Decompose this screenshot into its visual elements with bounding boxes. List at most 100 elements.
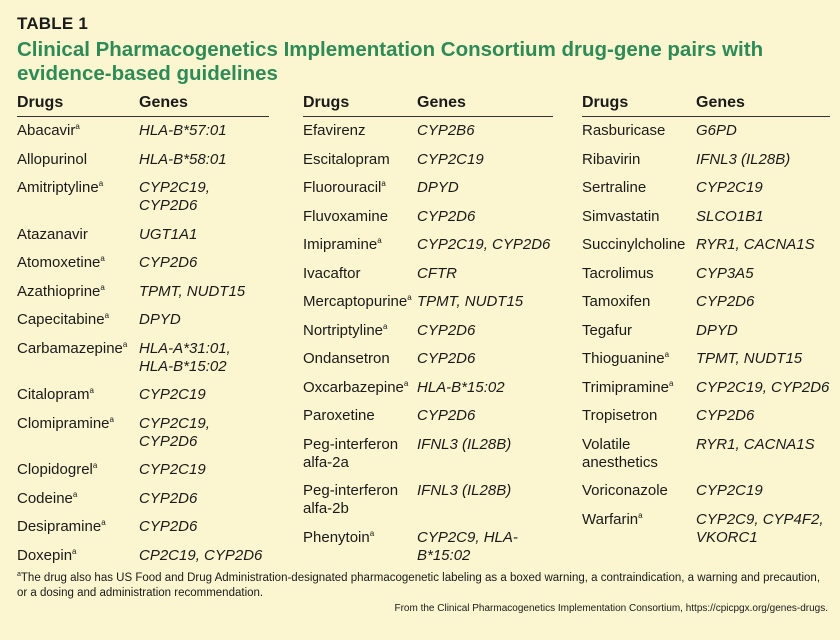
drug-name: Volatile anesthetics [582,436,696,472]
gene-text: TPMT, NUDT15 [696,350,803,367]
gene-cell: CYP3A5 [696,265,830,283]
gene-cell: CYP2C19, CYP2D6 [417,236,553,254]
gene-text: SLCO1B1 [696,207,764,225]
drug-name: Thioguaninea [582,350,696,368]
genes-header: Genes [139,94,188,111]
gene-cell: CYP2C19 [417,151,553,169]
drug-name: Ribavirin [582,151,696,169]
footnote-marker: a [101,518,106,527]
gene-cell: CYP2C19 [139,461,269,479]
gene-text: CYP2B6 [417,122,475,139]
drug-name-text: Abacavir [17,122,76,139]
gene-cell: TPMT, NUDT15 [417,293,553,311]
drug-name: Warfarina [582,511,696,547]
table-rows: Rasburicase G6PD Ribavirin IFNL3 (IL28B) Ser… [582,117,830,552]
gene-cell: TPMT, NUDT15 [139,283,269,301]
table-row: Capecitabinea DPYD [17,306,269,335]
table-row: Volatile anesthetics RYR1, CACNA1S [582,431,830,478]
table-row: Thioguaninea TPMT, NUDT15 [582,345,830,374]
gene-cell: CYP2D6 [696,293,830,311]
gene-text: CFTR [417,264,457,282]
gene-cell: IFNL3 (IL28B) [417,482,553,518]
gene-text: CYP3A5 [696,264,754,282]
gene-cell: CYP2D6 [417,322,553,340]
gene-cell: CYP2D6 [139,518,269,536]
gene-text: DPYD [417,179,459,196]
drug-name: Tamoxifen [582,293,696,311]
footnote-marker: a [109,414,114,424]
gene-cell: CYP2D6 [696,407,830,425]
gene-text: CYP2D6 [696,293,755,310]
footnote-marker: a [638,510,643,520]
gene-text: IFNL3 (IL28B) [696,150,791,168]
drug-name-text: Tegafur [582,321,633,339]
column-header: Drugs Genes [17,94,269,117]
gene-text: IFNL3 (IL28B) [417,482,512,499]
drug-name-text: Efavirenz [303,122,366,139]
drug-name-text: Amitriptyline [17,179,99,196]
drug-name-text: Tacrolimus [582,264,654,282]
drug-name: Citaloprama [17,386,139,404]
gene-text: CYP2C19, CYP2D6 [696,378,830,396]
drug-name: Peg-interferon alfa-2b [303,482,417,518]
drug-name: Tegafur [582,322,696,340]
drug-name-text: Volatile anesthetics [582,435,658,471]
table-column-2: Drugs Genes Efavirenz CYP2B6 Escitalopram C… [303,94,553,570]
gene-cell: CYP2D6 [139,490,269,508]
table-row: Phenytoina CYP2C9, HLA-B*15:02 [303,524,553,571]
gene-cell: CFTR [417,265,553,283]
gene-cell: IFNL3 (IL28B) [417,436,553,472]
column-header: Drugs Genes [303,94,553,117]
drug-name: Paroxetine [303,407,417,425]
footnote-marker: a [92,461,98,470]
gene-text: CYP2C19 [696,482,763,499]
drug-name: Nortriptylinea [303,322,417,340]
gene-cell: CYP2C19, CYP2D6 [139,179,269,215]
drug-name: Simvastatin [582,208,696,226]
footnote-marker: a [377,236,382,245]
footnote-marker: a [407,293,412,302]
drug-name: Imipraminea [303,236,417,254]
gene-cell: HLA-B*58:01 [139,151,269,169]
gene-text: HLA-B*58:01 [139,150,227,168]
drug-name: Mercaptopurinea [303,293,417,311]
drug-name-text: Paroxetine [303,407,375,424]
drug-name-text: Ondansetron [303,350,390,367]
drug-name: Phenytoina [303,529,417,565]
drug-name-text: Citalopram [17,386,90,403]
drug-name-text: Warfarin [582,510,639,528]
footnote-marker: a [100,254,105,263]
gene-cell: CYP2C19 [696,179,830,197]
drug-name: Efavirenz [303,122,417,140]
drug-name: Allopurinol [17,151,139,169]
gene-text: CYP2C19, CYP2D6 [139,179,210,214]
table-row: Tacrolimus CYP3A5 [582,260,830,289]
table-row: Clopidogrela CYP2C19 [17,456,269,485]
table-row: Fluorouracila DPYD [303,174,553,203]
footnote-marker: a [98,179,104,188]
drug-name: Azathioprinea [17,283,139,301]
table-row: Mercaptopurinea TPMT, NUDT15 [303,288,553,317]
gene-cell: DPYD [696,322,830,340]
drug-name-text: Mercaptopurine [303,293,408,310]
drug-name: Fluorouracila [303,179,417,197]
drug-name-text: Imipramine [303,236,378,253]
table-row: Trimipraminea CYP2C19, CYP2D6 [582,374,830,403]
gene-text: CYP2C19, CYP2D6 [417,236,551,253]
drug-name: Trimipraminea [582,379,696,397]
drug-name-text: Desipramine [17,518,102,535]
drug-name-text: Simvastatin [582,207,660,225]
gene-cell: CYP2C9, HLA-B*15:02 [417,529,553,565]
drug-name-text: Voriconazole [582,482,668,499]
gene-text: CYP2D6 [417,407,476,424]
drug-name-text: Oxcarbazepine [303,378,404,396]
table-title: Clinical Pharmacogenetics Implementation… [17,38,764,85]
drug-name: Doxepina [17,547,139,565]
table-row: Tropisetron CYP2D6 [582,402,830,431]
table-columns: Drugs Genes Abacavira HLA-B*57:01 Allopuri… [17,94,830,564]
drug-name: Codeinea [17,490,139,508]
gene-text: CYP2C19, CYP2D6 [139,414,210,450]
gene-text: CP2C19, CYP2D6 [139,546,263,564]
drug-name: Sertraline [582,179,696,197]
